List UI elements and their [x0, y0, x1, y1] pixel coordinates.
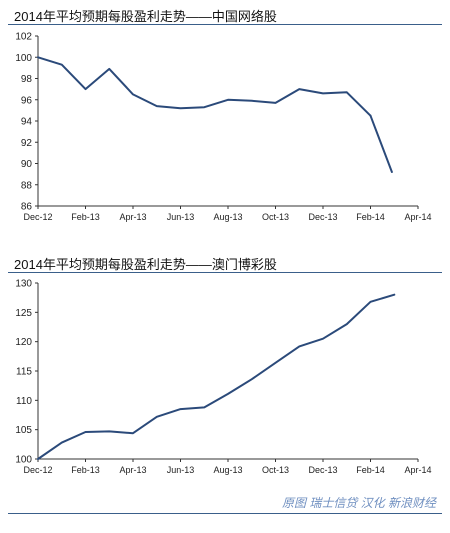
series-line-0 — [37, 293, 396, 460]
y-tick-label: 92 — [21, 138, 33, 149]
y-tick-label: 94 — [21, 117, 33, 128]
x-tick-label: Dec-12 — [23, 212, 52, 222]
line-chart-china-internet: 86 88 90 92 94 96 98 100 102 Dec-12 Feb-13 Apr-13 Ju… — [15, 32, 431, 223]
chart-title: 2014年平均预期每股盈利走势——中国网络股 — [14, 9, 277, 24]
x-tick-label: Apr-14 — [404, 465, 431, 475]
y-tick-label: 90 — [21, 159, 33, 170]
y-tick-label: 120 — [15, 337, 32, 348]
y-tick-label: 86 — [21, 202, 33, 213]
y-tick-label: 100 — [15, 53, 32, 64]
y-tick-label: 105 — [15, 425, 32, 436]
x-tick-label: Apr-13 — [119, 465, 146, 475]
x-tick-label: Oct-13 — [262, 212, 289, 222]
x-tick-label: Feb-14 — [356, 465, 385, 475]
x-tick-label: Oct-13 — [262, 465, 289, 475]
title-underline — [8, 24, 442, 25]
bottom-divider — [8, 513, 442, 514]
title-underline — [8, 272, 442, 273]
x-tick-label: Jun-13 — [167, 212, 195, 222]
x-tick-label: Jun-13 — [167, 465, 195, 475]
x-tick-label: Dec-13 — [308, 465, 337, 475]
x-tick-label: Feb-14 — [356, 212, 385, 222]
y-tick-label: 125 — [15, 308, 32, 319]
source-note: 原图 瑞士信贷 汉化 新浪财经 — [281, 496, 436, 510]
x-tick-label: Dec-12 — [23, 465, 52, 475]
series-line-1 — [369, 114, 393, 173]
y-tick-label: 130 — [15, 279, 32, 290]
chart-panel-china-internet: 2014年平均预期每股盈利走势——中国网络股 86 88 90 92 94 96 98 100… — [0, 0, 450, 240]
x-tick-label: Apr-14 — [404, 212, 431, 222]
x-tick-label: Feb-13 — [71, 465, 100, 475]
y-tick-label: 96 — [21, 95, 33, 106]
x-tick-label: Dec-13 — [308, 212, 337, 222]
y-tick-label: 100 — [15, 455, 32, 466]
chart-title: 2014年平均预期每股盈利走势——澳门博彩股 — [14, 257, 277, 272]
x-tick-label: Feb-13 — [71, 212, 100, 222]
y-tick-label: 88 — [21, 180, 33, 191]
x-tick-label: Aug-13 — [213, 212, 242, 222]
y-tick-label: 115 — [16, 367, 32, 378]
x-tick-label: Aug-13 — [213, 465, 242, 475]
line-chart-macau-gaming: 100 105 110 115 120 125 130 Dec-12 Feb-13 Apr-13 J… — [15, 279, 431, 476]
x-tick-label: Apr-13 — [119, 212, 146, 222]
chart-panel-macau-gaming: 2014年平均预期每股盈利走势——澳门博彩股 100 105 110 115 120 12… — [0, 250, 450, 510]
y-tick-label: 102 — [15, 32, 32, 43]
y-tick-label: 98 — [21, 74, 33, 85]
series-line-0 — [37, 56, 372, 117]
y-tick-label: 110 — [16, 396, 32, 407]
